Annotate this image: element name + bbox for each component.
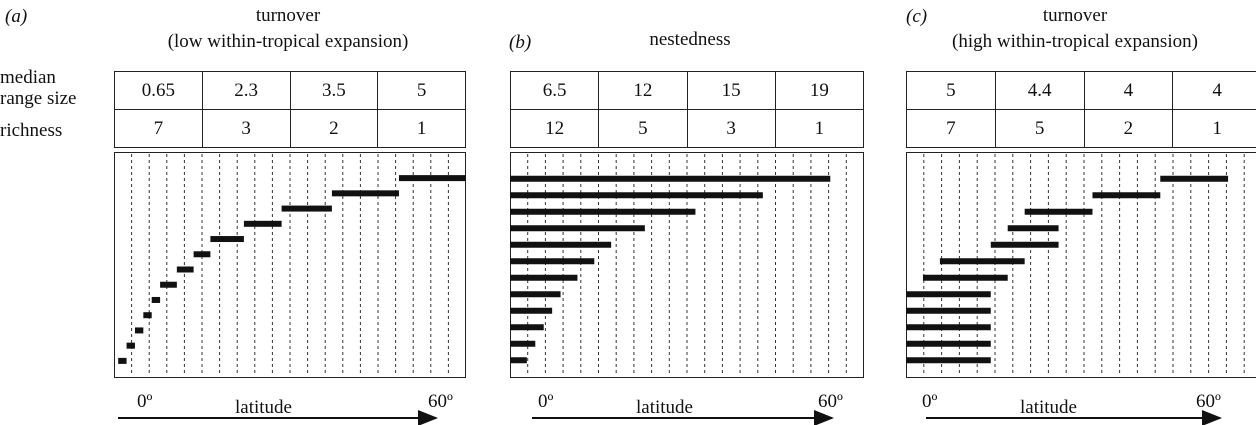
panel-a-x-mid: latitude [235, 397, 292, 418]
range-bar-c [906, 357, 991, 364]
panel-a-richness-row: 7 3 2 1 [114, 109, 466, 148]
range-bar-c [906, 324, 991, 331]
range-bar-b [510, 274, 578, 281]
panel-a-richness-cell: 1 [377, 109, 466, 148]
range-bar-b [510, 192, 763, 199]
panel-c-median-row: 5 4.4 4 4 [906, 71, 1256, 110]
row-label-range-size: range size [0, 89, 76, 108]
range-bar-a [151, 296, 161, 303]
panel-a-x-left: 0º [137, 391, 153, 412]
panel-b-median-cell: 15 [686, 71, 776, 110]
range-bar-a [193, 251, 211, 258]
panel-b-richness-row: 12 5 3 1 [509, 109, 865, 148]
panel-a-richness-cell: 2 [289, 109, 379, 148]
panel-c-title-line2: (high within-tropical expansion) [952, 31, 1198, 52]
panel-b-x-right: 60º [818, 391, 843, 412]
panel-b-median-cell: 12 [598, 71, 688, 110]
range-bar-b [510, 307, 553, 314]
panel-c-letter: (c) [906, 6, 928, 27]
range-bar-c [906, 291, 991, 298]
panel-c-title-line1: turnover [1042, 5, 1108, 26]
range-bar-b [510, 357, 527, 364]
panel-b-x-left: 0º [538, 391, 554, 412]
range-bar-a [331, 190, 399, 197]
row-label-median-line1: median [0, 67, 56, 88]
range-bar-a [134, 327, 144, 334]
range-bar-a [398, 175, 466, 182]
range-bar-b [510, 241, 612, 248]
range-bar-c [1160, 175, 1229, 182]
row-label-richness: richness [0, 121, 62, 140]
panel-c-richness-cell: 2 [1083, 109, 1174, 148]
range-bar-b [510, 208, 696, 215]
range-bar-a [118, 357, 127, 364]
panel-b-title-line1: nestedness [649, 29, 731, 50]
panel-c-median-cell: 4 [1172, 71, 1256, 110]
panel-a-richness-cell: 7 [114, 109, 203, 148]
panel-c-x-left: 0º [922, 391, 938, 412]
panel-a-median-cell: 0.65 [114, 71, 203, 110]
range-bar-c [906, 340, 991, 347]
range-bar-b [510, 340, 536, 347]
panel-c-median-cell: 4 [1083, 71, 1174, 110]
panel-a-range-plot [114, 152, 466, 378]
panel-b-median-cell: 6.5 [509, 71, 600, 110]
range-bar-a [281, 205, 332, 212]
range-bar-b [510, 324, 544, 331]
row-label-median: median [0, 68, 56, 87]
range-bar-c [939, 258, 1025, 265]
panel-b-median-cell: 19 [774, 71, 865, 110]
range-bar-c [1007, 225, 1059, 232]
panel-a-letter: (a) [5, 6, 28, 27]
panel-c-median-cell: 4.4 [994, 71, 1085, 110]
panel-b-richness-cell: 1 [774, 109, 865, 148]
range-bar-a [176, 266, 194, 273]
range-bar-c [906, 307, 991, 314]
panel-b-table: 6.5 12 15 19 12 5 3 1 [509, 71, 865, 148]
range-bar-a [143, 312, 152, 319]
panel-b-richness-cell: 12 [509, 109, 600, 148]
range-bar-b [510, 175, 831, 182]
range-bar-b [510, 225, 645, 232]
panel-a-table: 0.65 2.3 3.5 5 7 3 2 1 [114, 71, 466, 148]
panel-b-range-plot [510, 152, 864, 378]
panel-c-table: 5 4.4 4 4 7 5 2 1 [906, 71, 1256, 148]
panel-a-title-line1: turnover [255, 5, 321, 26]
panel-c-richness-row: 7 5 2 1 [906, 109, 1256, 148]
range-bar-c [1024, 208, 1093, 215]
range-bar-a [126, 342, 135, 349]
range-bar-b [510, 291, 561, 298]
range-bar-a [243, 220, 282, 227]
panel-b-letter: (b) [509, 32, 532, 53]
range-bar-b [510, 258, 595, 265]
range-bar-c [1092, 192, 1161, 199]
panel-c-range-plot [906, 152, 1256, 378]
panel-c-richness-cell: 1 [1172, 109, 1256, 148]
panel-c-x-mid: latitude [1020, 397, 1077, 418]
row-label-richness-text: richness [0, 120, 63, 141]
row-label-median-line2: range size [0, 88, 77, 109]
panel-c-x-right: 60º [1196, 391, 1221, 412]
panel-b-x-mid: latitude [636, 397, 693, 418]
panel-c-richness-cell: 5 [994, 109, 1085, 148]
range-bar-c [990, 241, 1059, 248]
panel-a-title-line2: (low within-tropical expansion) [167, 31, 409, 52]
panel-b-median-row: 6.5 12 15 19 [509, 71, 865, 110]
panel-b-richness-cell: 5 [598, 109, 688, 148]
panel-c-richness-cell: 7 [906, 109, 996, 148]
range-bar-a [210, 236, 244, 243]
range-bar-a [160, 281, 177, 288]
panel-a-x-right: 60º [428, 391, 453, 412]
range-bar-c [922, 274, 1008, 281]
